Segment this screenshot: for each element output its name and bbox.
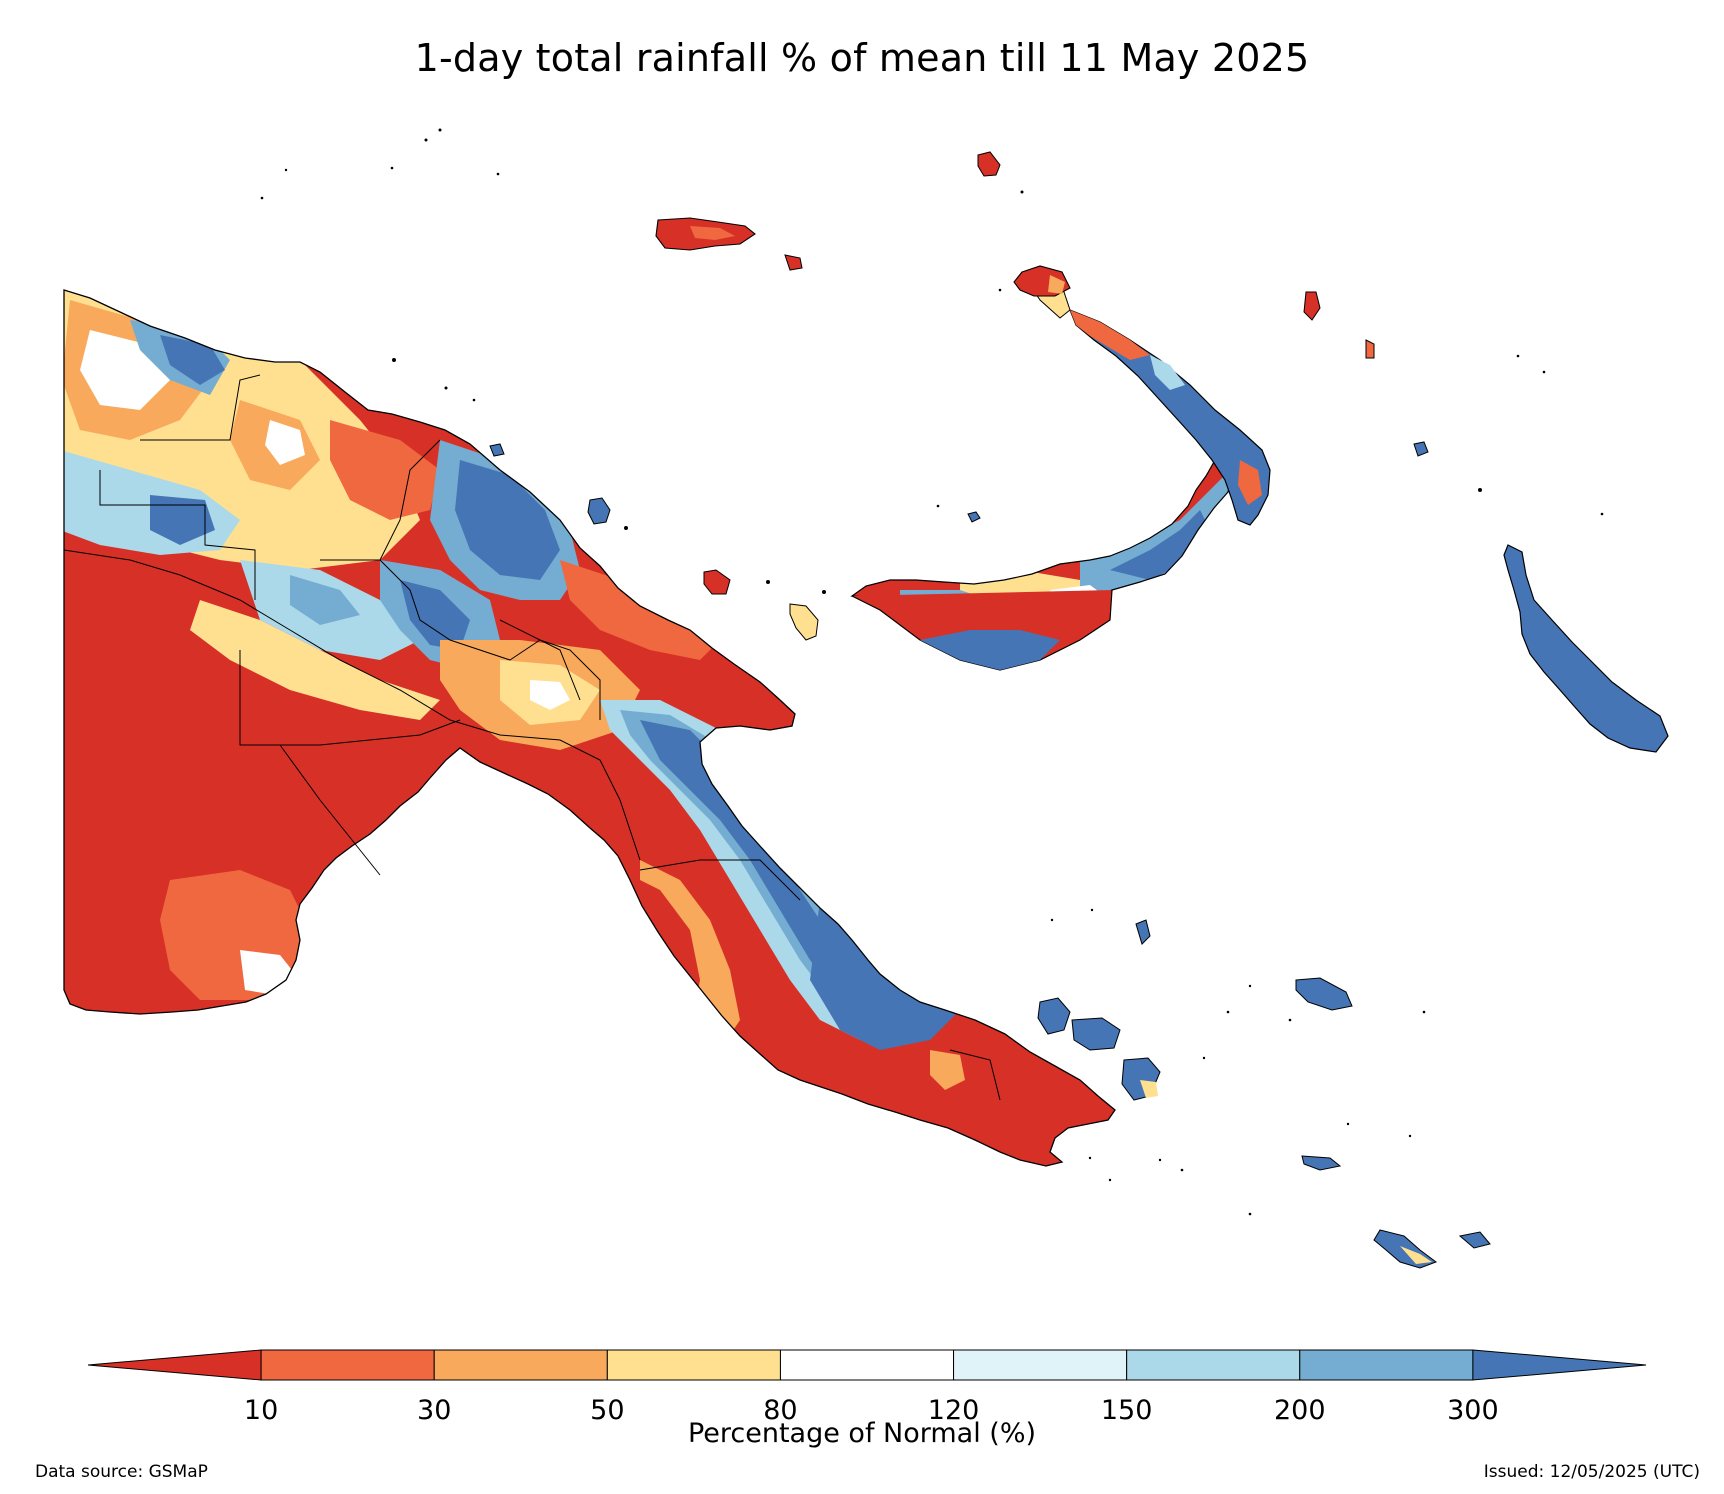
colorbar-segment bbox=[953, 1349, 1128, 1381]
colorbar-segment bbox=[1299, 1349, 1474, 1381]
map-title: 1-day total rainfall % of mean till 11 M… bbox=[414, 36, 1310, 80]
colorbar-segment bbox=[779, 1349, 955, 1381]
tiny-islands bbox=[260, 128, 1604, 1216]
colorbar-extend-high bbox=[1472, 1349, 1647, 1381]
colorbar-tick-label: 80 bbox=[763, 1395, 798, 1426]
colorbar-tick-label: 120 bbox=[927, 1395, 980, 1426]
bougainville bbox=[1503, 544, 1669, 753]
colorbar-segment bbox=[260, 1349, 435, 1381]
colorbar-tick-label: 150 bbox=[1100, 1395, 1153, 1426]
colorbar-title: Percentage of Normal (%) bbox=[687, 1418, 1037, 1449]
colorbar-extend-low bbox=[87, 1349, 262, 1381]
karkar-island bbox=[587, 497, 611, 525]
colorbar-segment bbox=[1126, 1349, 1301, 1381]
colorbar-tick-label: 200 bbox=[1273, 1395, 1326, 1426]
colorbar-tick-label: 30 bbox=[417, 1395, 452, 1426]
colorbar-segment bbox=[606, 1349, 781, 1381]
colorbar-tick-label: 300 bbox=[1447, 1395, 1499, 1426]
colorbar-segment bbox=[433, 1349, 608, 1381]
data-source-label: Data source: GSMaP bbox=[35, 1462, 208, 1482]
colorbar-tick-label: 50 bbox=[590, 1395, 625, 1426]
new-ireland bbox=[1068, 308, 1271, 526]
issued-date-label: Issued: 12/05/2025 (UTC) bbox=[1483, 1462, 1700, 1482]
provincial-borders bbox=[63, 374, 1001, 1101]
colorbar-tick-label: 10 bbox=[243, 1395, 279, 1426]
